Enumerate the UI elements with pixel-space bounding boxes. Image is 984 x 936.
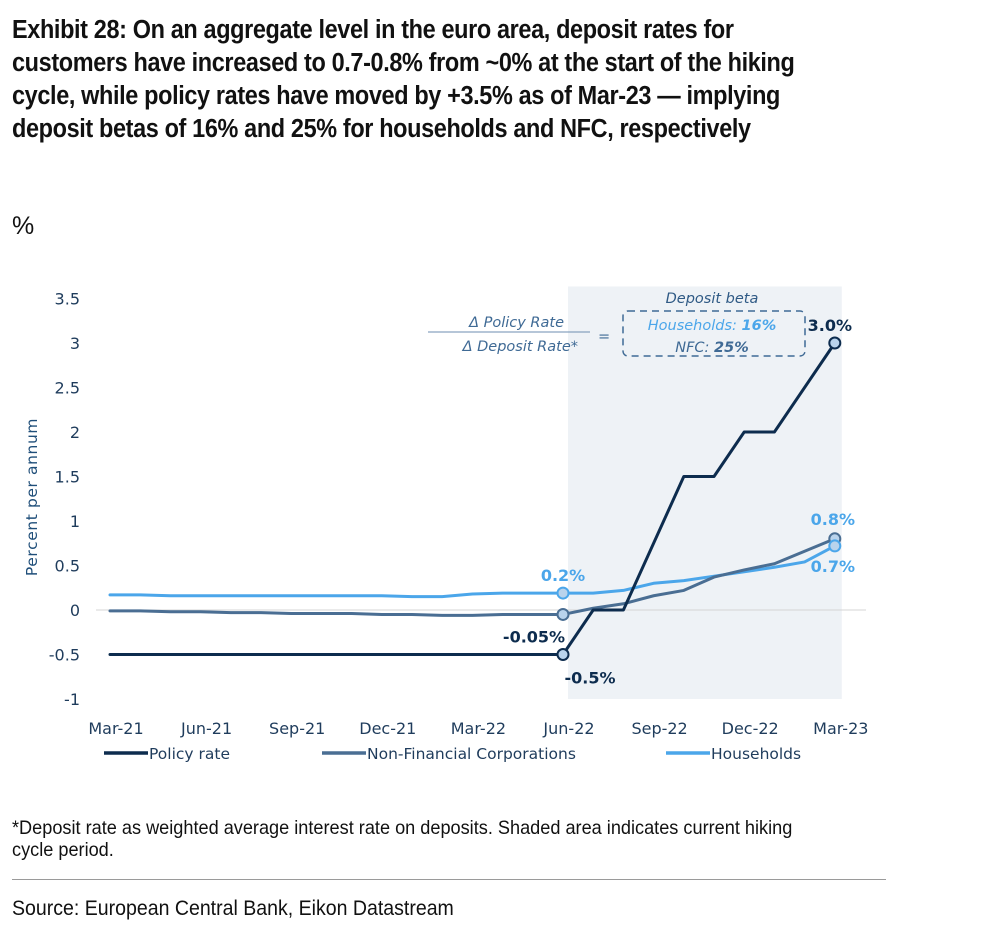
x-tick-label: Mar-21 (88, 719, 143, 738)
legend-item-non-financial-corporations: Non-Financial Corporations (322, 745, 576, 763)
y-tick-label: 3 (70, 334, 80, 353)
deposit-beta-annotation: Δ Policy Rate Δ Deposit Rate* = Deposit … (428, 291, 806, 357)
y-tick-label: 0.5 (55, 557, 80, 576)
data-label: -0.05% (503, 627, 565, 646)
delta-policy-rate-label: Δ Policy Rate (468, 315, 564, 331)
equals-sign: = (598, 329, 610, 345)
households-beta-label: Households: (648, 318, 742, 334)
data-point-marker (828, 539, 842, 553)
legend-label: Non-Financial Corporations (367, 745, 576, 763)
nfc-beta: NFC: 25% (675, 340, 749, 356)
deposit-beta-box (622, 310, 806, 357)
x-tick-label: Mar-23 (813, 719, 868, 738)
legend-item-policy-rate: Policy rate (104, 745, 230, 763)
x-tick-label: Dec-22 (722, 719, 779, 738)
x-tick-label: Mar-22 (451, 719, 506, 738)
data-label: 3.0% (808, 316, 852, 335)
delta-deposit-rate-label: Δ Deposit Rate* (462, 339, 578, 355)
x-tick-label: Sep-22 (631, 719, 687, 738)
y-tick-labels: 3.5 3 2.5 2 1.5 1 0.5 0 -0.5 -1 (49, 290, 80, 710)
y-tick-label: -0.5 (49, 646, 80, 665)
unit-label: % (12, 212, 35, 240)
nfc-beta-value: 25% (714, 340, 749, 356)
data-labels: 3.0% -0.5% -0.05% 0.2% 0.8% 0.7% (503, 316, 855, 688)
data-point-marker (556, 586, 570, 600)
deposit-beta-title: Deposit beta (666, 291, 759, 307)
x-tick-label: Dec-21 (359, 719, 416, 738)
households-beta: Households: 16% (648, 318, 777, 334)
data-point-marker (828, 336, 842, 350)
series-layer (108, 341, 837, 656)
data-label: 0.7% (811, 557, 855, 576)
x-tick-label: Jun-21 (180, 719, 232, 738)
y-tick-label: 1 (70, 512, 80, 531)
data-point-marker (556, 607, 570, 621)
chart-title: Exhibit 28: On an aggregate level in the… (12, 16, 795, 143)
line-chart: 3.5 3 2.5 2 1.5 1 0.5 0 -0.5 -1 Mar-21 Jun-21 Sep-2… (23, 286, 868, 763)
source-note: Source: European Central Bank, Eikon Dat… (12, 897, 454, 920)
y-tick-label: 3.5 (55, 290, 80, 309)
y-tick-label: -1 (64, 690, 80, 709)
data-label: -0.5% (564, 669, 615, 688)
divider (12, 879, 886, 880)
legend-label: Households (711, 745, 801, 763)
legend: Policy rate Non-Financial Corporations Hou… (104, 745, 801, 763)
footnote: *Deposit rate as weighted average intere… (12, 817, 793, 861)
x-tick-label: Jun-22 (542, 719, 594, 738)
data-point-marker (556, 648, 570, 661)
y-tick-label: 1.5 (55, 468, 80, 487)
data-label: 0.2% (541, 566, 585, 585)
legend-item-households: Households (666, 745, 801, 763)
y-tick-label: 0 (70, 601, 80, 620)
y-axis-label: Percent per annum (23, 418, 41, 576)
series-line-policy-rate (108, 341, 837, 656)
marker-layer (556, 336, 842, 661)
legend-label: Policy rate (149, 745, 230, 763)
y-tick-label: 2.5 (55, 379, 80, 398)
x-tick-label: Sep-21 (269, 719, 325, 738)
households-beta-value: 16% (742, 318, 777, 334)
nfc-beta-label: NFC: (675, 340, 714, 356)
series-line-non-financial-corporations (108, 537, 837, 617)
y-tick-label: 2 (70, 423, 80, 442)
data-label: 0.8% (811, 510, 855, 529)
x-tick-labels: Mar-21 Jun-21 Sep-21 Dec-21 Mar-22 Jun-22 Sep-… (88, 719, 868, 738)
